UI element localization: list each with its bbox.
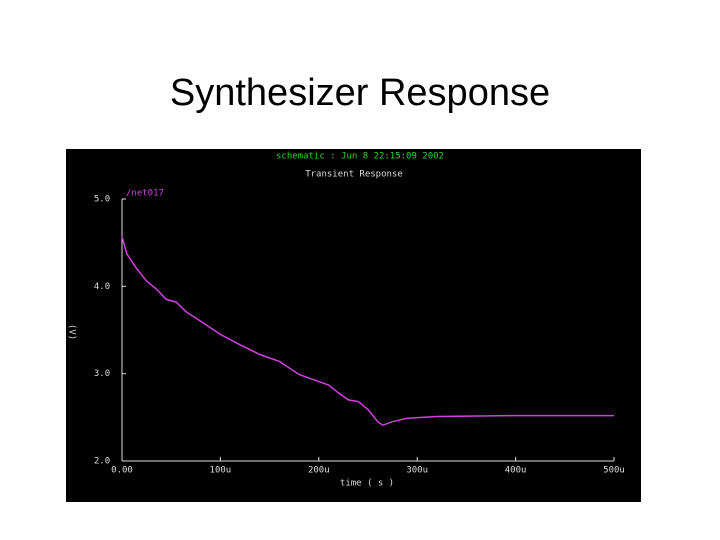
y-tick-label: 4.0	[94, 282, 110, 292]
y-axis-label: (V)	[67, 324, 77, 340]
x-tick-label: 200u	[308, 466, 330, 476]
x-tick-label: 400u	[505, 466, 527, 476]
plot-window	[66, 149, 641, 502]
chart-subtitle: schematic : Jun 8 22:15:09 2002	[276, 152, 444, 162]
x-tick-label: 0.00	[111, 466, 133, 476]
y-tick-label: 2.0	[94, 457, 110, 467]
x-axis-label: time ( s )	[340, 479, 394, 489]
y-tick-label: 5.0	[94, 195, 110, 205]
x-tick-label: 500u	[603, 466, 625, 476]
chart-title: Transient Response	[305, 170, 403, 180]
data-line	[121, 236, 614, 427]
slide-title: Synthesizer Response	[170, 72, 550, 114]
y-tick-label: 3.0	[94, 369, 110, 379]
legend-entry: /net017	[126, 189, 164, 199]
x-tick-label: 100u	[210, 466, 232, 476]
x-tick-label: 300u	[406, 466, 428, 476]
